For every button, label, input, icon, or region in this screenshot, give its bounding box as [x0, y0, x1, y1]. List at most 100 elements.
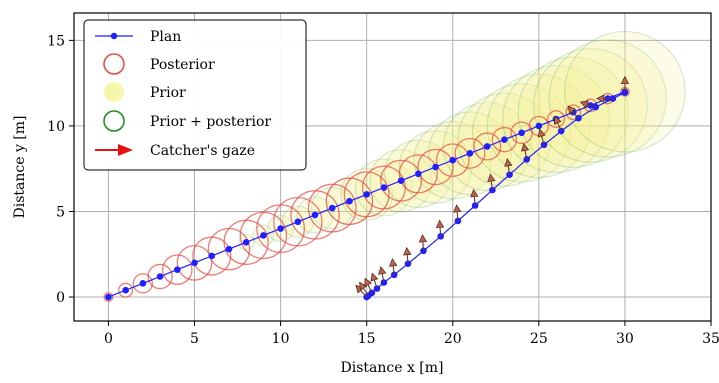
legend-posterior-label: Posterior — [150, 57, 215, 73]
posterior-circle — [118, 282, 134, 298]
ball-plan-point — [380, 184, 388, 191]
ball-plan-point — [294, 218, 302, 226]
posterior-circle — [132, 273, 153, 294]
ball-plan-point — [397, 177, 405, 184]
legend-box — [83, 19, 307, 171]
ball-plan-point — [518, 129, 525, 137]
gaze-arrowhead — [521, 142, 530, 152]
gaze-arrowhead — [487, 173, 496, 183]
legend-prior-marker — [104, 82, 124, 102]
posterior-circle — [491, 126, 518, 153]
gaze-arrowhead — [453, 204, 462, 213]
gaze-arrow-shaft — [362, 287, 369, 296]
ball-plan-point — [242, 238, 250, 246]
legend-prior-label: Prior — [150, 85, 186, 101]
ball-plan-point — [173, 266, 181, 273]
ball-plan-point — [328, 204, 336, 212]
x-axis-label: Distance x [m] — [341, 360, 444, 376]
gaze-arrow-shaft — [473, 196, 476, 206]
x-tick-label: 15 — [358, 331, 376, 347]
ball-plan-point — [363, 191, 370, 198]
catcher-plan-point — [368, 289, 376, 297]
x-tick-label: 30 — [616, 331, 634, 347]
ball-plan-point — [346, 197, 353, 205]
gaze-arrow-shaft — [373, 279, 378, 289]
gaze-arrow-shaft — [541, 135, 545, 145]
plot-frame — [73, 12, 712, 322]
ball-plan-point — [191, 259, 198, 267]
gaze-arrow-shaft — [439, 227, 442, 237]
x-tick-label: 20 — [444, 331, 462, 347]
catcher-plan-point — [471, 202, 479, 209]
legend-gaze-arrowhead — [118, 144, 133, 156]
posterior-circle — [380, 159, 423, 202]
catcher-plan-point — [506, 171, 513, 178]
gaze-arrow-shaft — [392, 265, 395, 275]
gaze-arrowhead — [596, 94, 605, 103]
ball-plan-point — [260, 232, 267, 239]
gaze-arrowhead — [364, 277, 372, 287]
catcher-plan-point — [373, 285, 381, 292]
ball-plan-point — [105, 293, 112, 301]
gaze-arrow-shaft — [524, 150, 528, 160]
gaze-arrow-shaft — [586, 103, 596, 108]
gaze-arrow-shaft — [456, 211, 459, 221]
y-tick-label: 5 — [56, 204, 65, 220]
gaze-arrow-shaft — [406, 254, 409, 264]
y-tick-label: 0 — [56, 290, 65, 306]
gaze-arrow-shaft — [367, 284, 373, 293]
legend-plan-marker — [110, 32, 118, 40]
posterior-circle — [343, 171, 390, 218]
ball-plan-point — [535, 122, 543, 130]
gaze-arrowhead — [418, 234, 428, 243]
gaze-arrow-shaft — [557, 122, 562, 132]
posterior-circle — [147, 263, 173, 290]
gaze-arrowhead — [553, 115, 562, 125]
gaze-arrowhead — [359, 281, 368, 291]
legend-prior-posterior-label: Prior + posterior — [150, 114, 271, 130]
gaze-arrowhead — [620, 75, 630, 84]
gaze-arrowhead — [567, 105, 576, 115]
x-tick-label: 0 — [104, 331, 113, 347]
x-tick-label: 10 — [272, 331, 290, 347]
legend: Plan Posterior Prior Prior + posterior C… — [83, 19, 307, 171]
legend-gaze-label: Catcher's gaze — [150, 143, 255, 159]
catcher-plan-point — [404, 260, 412, 267]
gaze-arrow-shaft — [507, 165, 511, 175]
posterior-circle — [473, 132, 502, 161]
ball-plan-point — [208, 252, 216, 260]
ball-plan-point — [483, 143, 491, 150]
gaze-arrow-shaft — [422, 241, 425, 251]
x-tick-label: 5 — [190, 331, 199, 347]
x-tick-label: 35 — [702, 331, 719, 347]
ball-plan-point — [139, 280, 147, 287]
ticks: 0 5 10 15 20 25 30 35 0 5 10 15 — [47, 33, 719, 347]
gaze-arrowhead — [470, 188, 479, 198]
ball-plan-point — [415, 170, 422, 178]
gaze-arrowhead — [378, 266, 387, 275]
gaze-arrow-shaft — [360, 290, 368, 298]
legend-posterior-marker — [103, 53, 125, 75]
gaze-arrowhead — [504, 158, 513, 167]
x-tick-label: 25 — [530, 331, 548, 347]
y-tick-label: 15 — [47, 33, 65, 49]
catcher-plan-point — [437, 233, 445, 240]
posterior-circle — [162, 254, 193, 285]
gaze-arrowhead — [403, 246, 412, 256]
gaze-arrowhead — [389, 258, 398, 267]
gaze-arrowhead — [370, 272, 379, 282]
posterior-circle — [176, 244, 213, 281]
gaze-layer — [355, 75, 630, 298]
ball-plan-point — [311, 211, 319, 219]
ball-plan-point — [156, 273, 164, 280]
gaze-arrow-shaft — [572, 111, 579, 119]
ball-plan-point — [122, 286, 129, 294]
ball-plan-point — [449, 156, 457, 164]
legend-plan-label: Plan — [150, 29, 181, 45]
ball-plan-point — [432, 163, 439, 171]
legend-prior-posterior-marker — [103, 110, 125, 132]
gaze-arrowhead — [537, 128, 546, 138]
ball-plan-point — [466, 150, 474, 157]
y-tick-label: 10 — [47, 119, 65, 135]
